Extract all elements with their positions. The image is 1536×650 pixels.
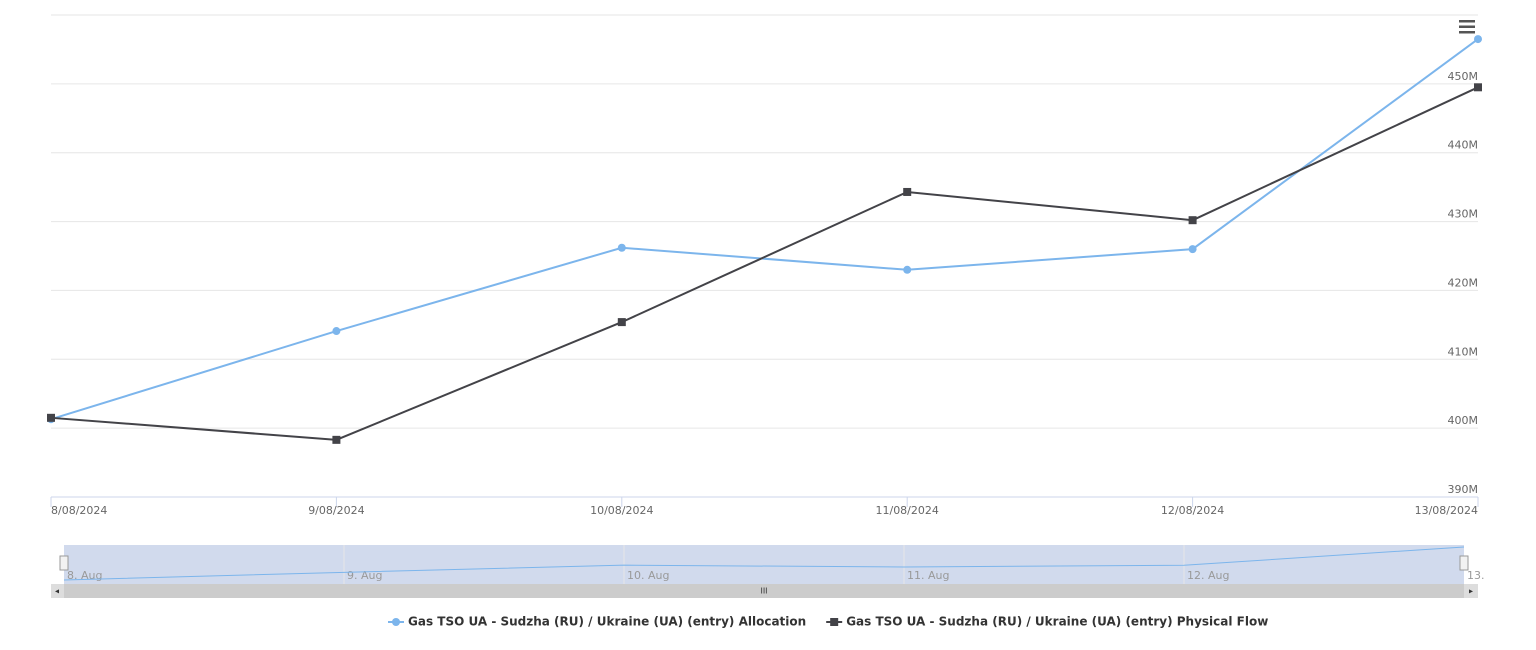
point-marker xyxy=(47,413,55,422)
y-tick-label: 390M xyxy=(1448,483,1479,496)
point-marker xyxy=(617,243,626,252)
legend-symbol xyxy=(830,618,839,626)
legend-item[interactable]: Gas TSO UA - Sudzha (RU) / Ukraine (UA) … xyxy=(388,615,806,629)
nav-label: 13. xyxy=(1467,569,1485,582)
menu-bar xyxy=(1459,25,1475,28)
nav-label: 11. Aug xyxy=(907,569,949,582)
x-tick-label: 8/08/2024 xyxy=(51,504,107,517)
x-tick-label: 10/08/2024 xyxy=(590,504,653,517)
legend: Gas TSO UA - Sudzha (RU) / Ukraine (UA) … xyxy=(388,615,1268,629)
legend-label: Gas TSO UA - Sudzha (RU) / Ukraine (UA) … xyxy=(408,615,806,629)
nav-series-line xyxy=(63,546,1465,581)
nav-handle[interactable] xyxy=(59,555,69,571)
y-tick-label: 420M xyxy=(1448,276,1479,289)
navigator xyxy=(51,545,1478,584)
nav-label: 12. Aug xyxy=(1187,569,1229,582)
scrollbar-thumb[interactable] xyxy=(64,584,1464,598)
point-marker xyxy=(1188,245,1197,254)
point-marker xyxy=(332,435,341,444)
legend-symbol xyxy=(392,618,400,626)
menu-bar xyxy=(1459,31,1475,34)
legend-item[interactable]: Gas TSO UA - Sudzha (RU) / Ukraine (UA) … xyxy=(826,615,1268,629)
series-line xyxy=(50,38,1479,421)
y-tick-label: 450M xyxy=(1448,70,1479,83)
navigator-mask[interactable] xyxy=(64,545,1464,584)
y-tick-label: 440M xyxy=(1448,139,1479,152)
scroll-left[interactable]: ◂ xyxy=(55,587,59,596)
point-marker xyxy=(903,265,912,274)
y-tick-label: 400M xyxy=(1448,414,1479,427)
x-tick-label: 11/08/2024 xyxy=(875,504,938,517)
nav-label: 10. Aug xyxy=(627,569,669,582)
nav-handle[interactable] xyxy=(1459,555,1469,571)
x-tick-label: 9/08/2024 xyxy=(308,504,364,517)
navigator-content: 8. Aug 9. Aug 10. Aug 11. Aug 12. Aug 13. xyxy=(63,545,1485,584)
x-tick-label: 13/08/2024 xyxy=(1415,504,1478,517)
menu-bar xyxy=(1459,20,1475,23)
point-marker xyxy=(1474,35,1482,44)
y-tick-label: 430M xyxy=(1448,208,1479,221)
nav-label: 9. Aug xyxy=(347,569,382,582)
series-line xyxy=(50,86,1479,441)
grid: 390M 400M 410M 420M 430M 440M 450M 8/08/2024 9/0… xyxy=(47,35,1482,517)
menu-button[interactable] xyxy=(1459,20,1475,34)
scroll-grip[interactable]: III xyxy=(760,587,767,596)
point-marker xyxy=(903,187,912,196)
legend-label: Gas TSO UA - Sudzha (RU) / Ukraine (UA) … xyxy=(846,615,1268,629)
x-tick-label: 12/08/2024 xyxy=(1161,504,1224,517)
y-tick-label: 410M xyxy=(1448,345,1479,358)
point-marker xyxy=(1188,216,1197,225)
point-marker xyxy=(617,318,626,327)
point-marker xyxy=(332,327,341,336)
scroll-right[interactable]: ▸ xyxy=(1469,587,1473,596)
point-marker xyxy=(1474,83,1482,92)
